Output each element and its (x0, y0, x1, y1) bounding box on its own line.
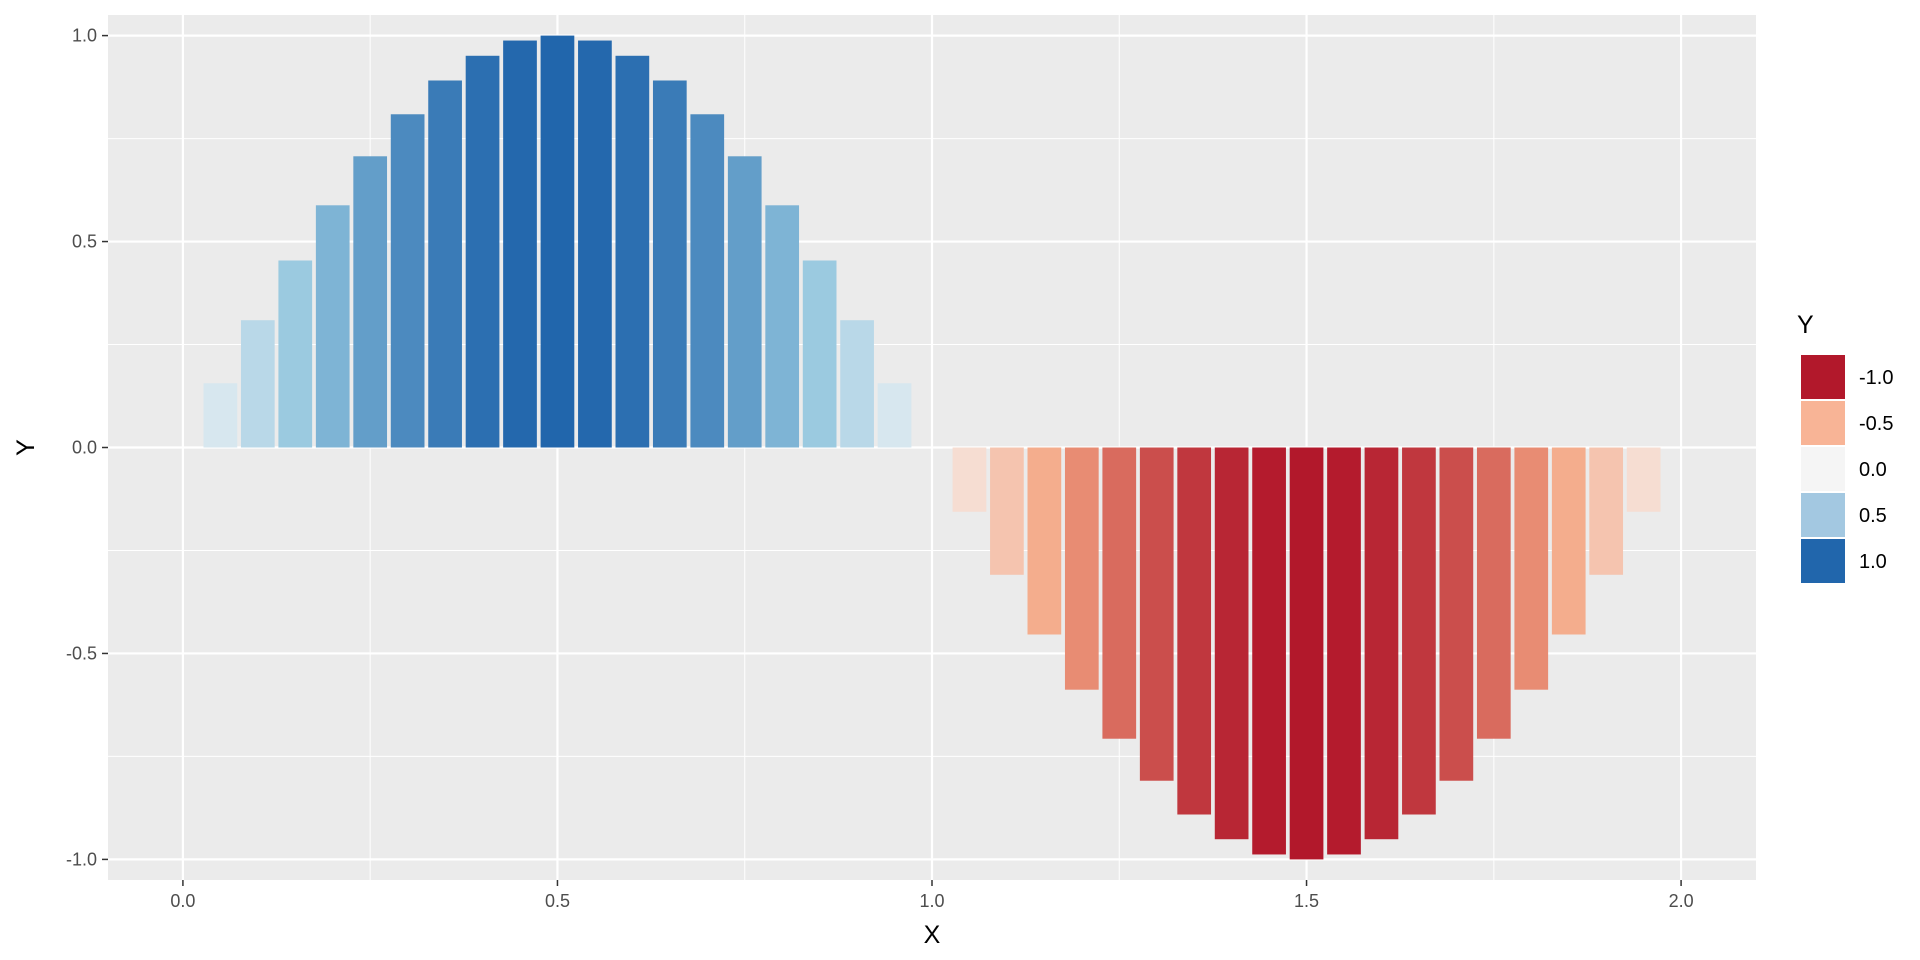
bar (353, 156, 388, 448)
bar (690, 114, 725, 448)
y-axis: -1.0 -0.5 0.0 0.5 1.0 (66, 26, 108, 869)
bar (1214, 447, 1249, 840)
bar (765, 205, 800, 448)
legend-title: Y (1797, 311, 1814, 339)
legend-label: 0.0 (1859, 459, 1887, 481)
x-axis-title: X (924, 921, 941, 949)
bar (840, 320, 874, 448)
legend: Y -1.0 -0.5 0.0 0.5 1.0 (1797, 311, 1893, 583)
bar (390, 114, 425, 448)
bar (1252, 447, 1286, 855)
y-tick-label: 0.0 (72, 438, 97, 458)
bar (315, 205, 350, 448)
x-tick-label: 0.5 (545, 891, 570, 911)
x-tick-label: 2.0 (1669, 891, 1694, 911)
legend-label: 1.0 (1859, 551, 1887, 573)
legend-key (1801, 493, 1845, 537)
x-tick-label: 1.5 (1294, 891, 1319, 911)
bar (240, 320, 275, 448)
bar (1402, 447, 1436, 815)
bar (1439, 447, 1474, 781)
bar (1327, 447, 1361, 855)
bar (578, 40, 612, 448)
bar (465, 55, 500, 448)
bar (615, 55, 650, 448)
bar (877, 383, 912, 448)
bars (203, 35, 1661, 860)
x-tick-label: 1.0 (919, 891, 944, 911)
legend-key (1801, 355, 1845, 399)
legend-key (1801, 401, 1845, 445)
y-axis-title: Y (12, 439, 40, 456)
bar (1139, 447, 1174, 781)
y-tick-label: 0.5 (72, 232, 97, 252)
bar (727, 156, 762, 448)
y-tick-label: -1.0 (66, 849, 97, 869)
bar (802, 260, 837, 448)
bar (1102, 447, 1137, 739)
bar (990, 447, 1024, 575)
legend-key (1801, 539, 1845, 583)
bar (1589, 447, 1624, 575)
y-tick-label: 1.0 (72, 26, 97, 46)
x-tick-label: 0.0 (170, 891, 195, 911)
bar (1289, 447, 1324, 860)
bar (1064, 447, 1099, 690)
bar (428, 80, 462, 448)
bar (952, 447, 987, 512)
y-tick-label: -0.5 (66, 643, 97, 663)
legend-label: -0.5 (1859, 413, 1893, 435)
legend-label: 0.5 (1859, 505, 1887, 527)
legend-key (1801, 447, 1845, 491)
legend-label: -1.0 (1859, 367, 1893, 389)
bar (1364, 447, 1399, 840)
x-axis: 0.0 0.5 1.0 1.5 2.0 (170, 880, 1694, 911)
bar (1027, 447, 1062, 635)
bar (1551, 447, 1586, 635)
bar (1177, 447, 1212, 815)
bar (1626, 447, 1661, 512)
bar (278, 260, 313, 448)
bar (652, 80, 687, 448)
bar (503, 40, 537, 448)
bar (1514, 447, 1549, 690)
bar (540, 35, 575, 448)
bar (1476, 447, 1511, 739)
legend-entries: -1.0 -0.5 0.0 0.5 1.0 (1801, 355, 1893, 583)
bar (203, 383, 238, 448)
